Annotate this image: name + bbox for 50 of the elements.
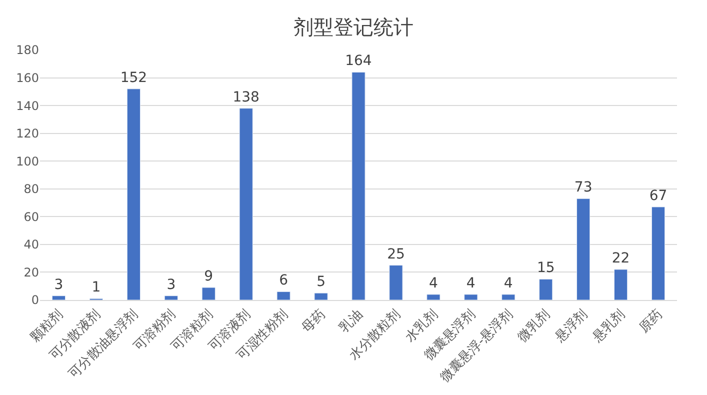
data-label: 4 — [428, 275, 438, 292]
bar — [576, 198, 590, 300]
bar — [389, 265, 403, 300]
bar — [651, 206, 666, 300]
data-label: 9 — [204, 268, 214, 284]
y-tick-label: 100 — [16, 154, 39, 168]
y-tick-label: 60 — [24, 210, 39, 224]
data-label: 6 — [279, 272, 288, 289]
bar — [314, 292, 328, 300]
data-label: 3 — [166, 276, 176, 293]
bar — [352, 72, 366, 300]
data-label: 73 — [574, 180, 592, 196]
y-tick-label: 120 — [16, 126, 39, 141]
x-tick-label: 微乳剂 — [514, 306, 554, 346]
bar — [239, 108, 253, 300]
data-label: 15 — [536, 260, 555, 276]
x-tick-label: 悬浮剂 — [551, 306, 591, 346]
x-tick-label: 悬乳剂 — [588, 306, 628, 346]
bar — [426, 294, 440, 300]
y-tick-label: 160 — [16, 70, 39, 85]
data-label: 1 — [92, 280, 101, 296]
y-tick-label: 140 — [16, 98, 39, 113]
chart-title: 剂型登记统计 — [294, 14, 414, 39]
data-label: 164 — [345, 53, 372, 70]
y-tick-label: 180 — [16, 43, 39, 58]
data-label: 25 — [387, 246, 405, 262]
bar — [276, 291, 290, 300]
x-tick-label: 原药 — [636, 306, 666, 336]
data-label: 3 — [54, 276, 64, 293]
data-label: 152 — [120, 70, 148, 86]
bar — [126, 88, 140, 300]
bar — [614, 269, 628, 300]
data-label: 67 — [649, 188, 668, 204]
data-label: 4 — [504, 275, 513, 292]
bar — [164, 296, 178, 300]
x-tick-label: 母药 — [299, 306, 328, 336]
bar — [52, 296, 66, 300]
y-tick-label: 80 — [24, 182, 39, 196]
data-label: 22 — [612, 250, 630, 266]
y-tick-label: 0 — [31, 293, 39, 308]
bar — [502, 294, 516, 300]
bar — [464, 294, 478, 300]
data-label: 4 — [466, 275, 476, 292]
bar — [202, 287, 216, 300]
bar — [539, 278, 553, 300]
data-label: 138 — [232, 89, 260, 106]
data-label: 5 — [316, 274, 326, 290]
y-tick-label: 20 — [24, 265, 39, 280]
y-tick-label: 40 — [24, 238, 39, 252]
x-tick-label: 乳油 — [336, 306, 366, 336]
